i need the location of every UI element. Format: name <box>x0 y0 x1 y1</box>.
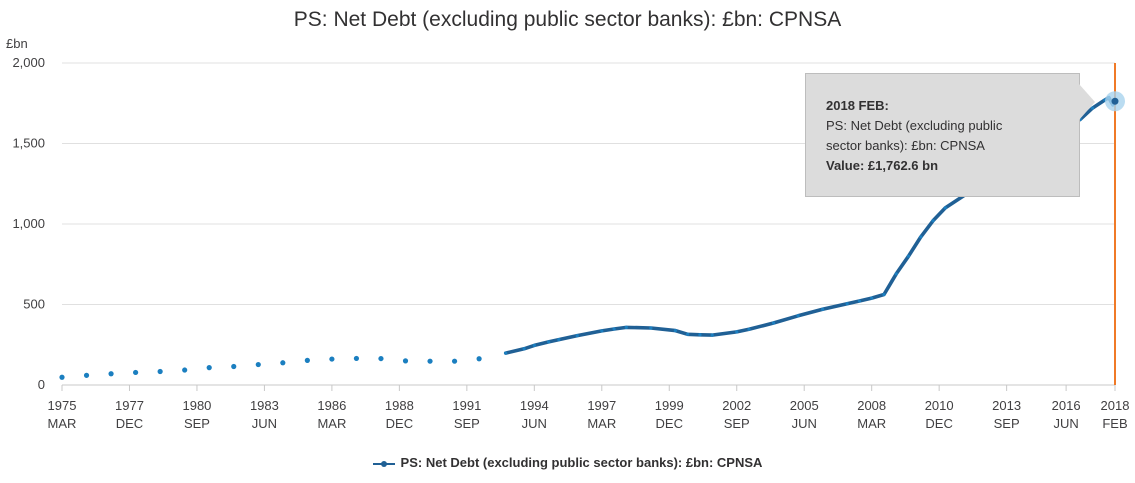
annual-data-point <box>108 371 114 377</box>
annual-data-point <box>304 357 310 363</box>
series-data-point <box>771 321 776 325</box>
series-data-point <box>575 333 579 338</box>
x-tick-period-label: DEC <box>925 416 952 431</box>
x-tick-year-label: 1986 <box>317 398 346 413</box>
series-data-point <box>698 333 702 337</box>
series-data-point <box>686 332 690 336</box>
x-tick-period-label: MAR <box>857 416 886 431</box>
x-tick-year-label: 1994 <box>520 398 549 413</box>
annual-data-point <box>353 355 360 362</box>
annual-data-point <box>378 355 384 362</box>
annual-data-point <box>476 356 482 362</box>
series-data-point <box>943 206 947 210</box>
series-data-point <box>845 302 849 306</box>
tooltip-value: Value: £1,762.6 bn <box>826 158 939 173</box>
x-tick-period-label: DEC <box>656 416 683 431</box>
series-data-point <box>710 333 714 337</box>
series-data-point <box>747 327 751 331</box>
series-data-point <box>796 314 800 318</box>
x-tick-year-label: 1991 <box>452 398 481 413</box>
series-data-point <box>612 327 616 331</box>
x-tick-year-label: 1997 <box>587 398 616 413</box>
x-tick-period-label: JUN <box>252 416 277 431</box>
x-tick-period-label: DEC <box>386 416 413 431</box>
annual-data-point <box>451 358 458 364</box>
x-tick-year-label: 2013 <box>992 398 1021 413</box>
highlight-data-point <box>1111 97 1119 105</box>
annual-data-point <box>182 367 188 373</box>
series-data-point <box>857 299 862 303</box>
x-tick-year-label: 1983 <box>250 398 279 413</box>
x-tick-year-label: 1975 <box>48 398 77 413</box>
annual-data-point <box>59 374 65 380</box>
legend-label: PS: Net Debt (excluding public sector ba… <box>400 455 763 470</box>
y-axis-ticks: 0 500 1,000 1,500 2,000 <box>12 55 45 392</box>
series-data-point <box>735 330 739 334</box>
series-data-point <box>600 329 604 333</box>
series-data-point <box>906 254 911 258</box>
y-tick-label: 0 <box>38 377 45 392</box>
x-tick-period-label: SEP <box>184 416 210 431</box>
annual-data-point <box>206 365 212 371</box>
x-tick-year-label: 2018 <box>1101 398 1130 413</box>
annual-data-point <box>133 369 139 376</box>
tooltip-arrow <box>1079 84 1095 120</box>
y-axis-unit-label: £bn <box>6 36 28 51</box>
x-tick-year-label: 1988 <box>385 398 414 413</box>
y-tick-label: 500 <box>23 297 45 312</box>
legend[interactable]: PS: Net Debt (excluding public sector ba… <box>0 455 1135 470</box>
series-data-point <box>882 292 886 297</box>
x-tick-period-label: MAR <box>48 416 77 431</box>
y-tick-label: 1,000 <box>12 216 45 231</box>
annual-data-point <box>280 360 286 366</box>
annual-data-point <box>83 372 90 378</box>
annual-data-point <box>427 358 433 364</box>
x-tick-year-label: 1977 <box>115 398 144 413</box>
x-tick-period-label: JUN <box>522 416 547 431</box>
series-data-point <box>894 272 898 276</box>
x-tick-period-label: MAR <box>587 416 616 431</box>
legend-swatch-icon <box>372 459 395 469</box>
series-data-point <box>557 337 561 342</box>
series-data-point <box>532 343 536 347</box>
x-tick-period-label: SEP <box>724 416 750 431</box>
x-tick-year-label: 1999 <box>655 398 684 413</box>
series-data-point <box>649 326 653 330</box>
annual-data-point <box>329 356 335 362</box>
x-tick-year-label: 2016 <box>1052 398 1081 413</box>
series-data-point <box>547 340 551 344</box>
x-tick-year-label: 1980 <box>182 398 211 413</box>
x-tick-period-label: MAR <box>317 416 346 431</box>
series-data-point <box>821 307 825 311</box>
tooltip-series-line-2: sector banks): £bn: CPNSA <box>826 138 985 153</box>
tooltip-series-line-1: PS: Net Debt (excluding public <box>826 118 1003 133</box>
x-tick-period-label: JUN <box>1053 416 1078 431</box>
series-data-point <box>870 296 874 300</box>
annual-data-point <box>255 361 261 368</box>
chart-title: PS: Net Debt (excluding public sector ba… <box>293 8 842 31</box>
series-data-point <box>504 351 508 355</box>
series-data-point <box>522 347 526 351</box>
tooltip-title: 2018 FEB: <box>826 98 889 113</box>
x-tick-period-label: JUN <box>792 416 817 431</box>
y-tick-label: 2,000 <box>12 55 45 70</box>
annual-data-point <box>231 363 237 370</box>
y-tick-label: 1,500 <box>12 136 45 151</box>
annual-data-point <box>157 368 163 375</box>
series-data-point <box>919 235 923 239</box>
series-data-point <box>624 325 628 329</box>
x-tick-period-label: DEC <box>116 416 143 431</box>
x-tick-period-label: SEP <box>454 416 480 431</box>
series-data-point <box>673 328 677 333</box>
x-axis-ticks: 1975 MAR 1977 DEC 1980 SEP 1983 JUN 1986 MAR 1988 D… <box>48 385 1130 431</box>
x-tick-year-label: 2002 <box>722 398 751 413</box>
hover-tooltip: 2018 FEB: PS: Net Debt (excluding public… <box>805 73 1080 197</box>
x-tick-year-label: 2005 <box>790 398 819 413</box>
x-tick-year-label: 2010 <box>925 398 954 413</box>
x-tick-period-label: SEP <box>994 416 1020 431</box>
annual-data-point <box>402 358 409 364</box>
series-data-point <box>931 219 935 223</box>
x-tick-year-label: 2008 <box>857 398 886 413</box>
x-tick-period-label: FEB <box>1102 416 1127 431</box>
